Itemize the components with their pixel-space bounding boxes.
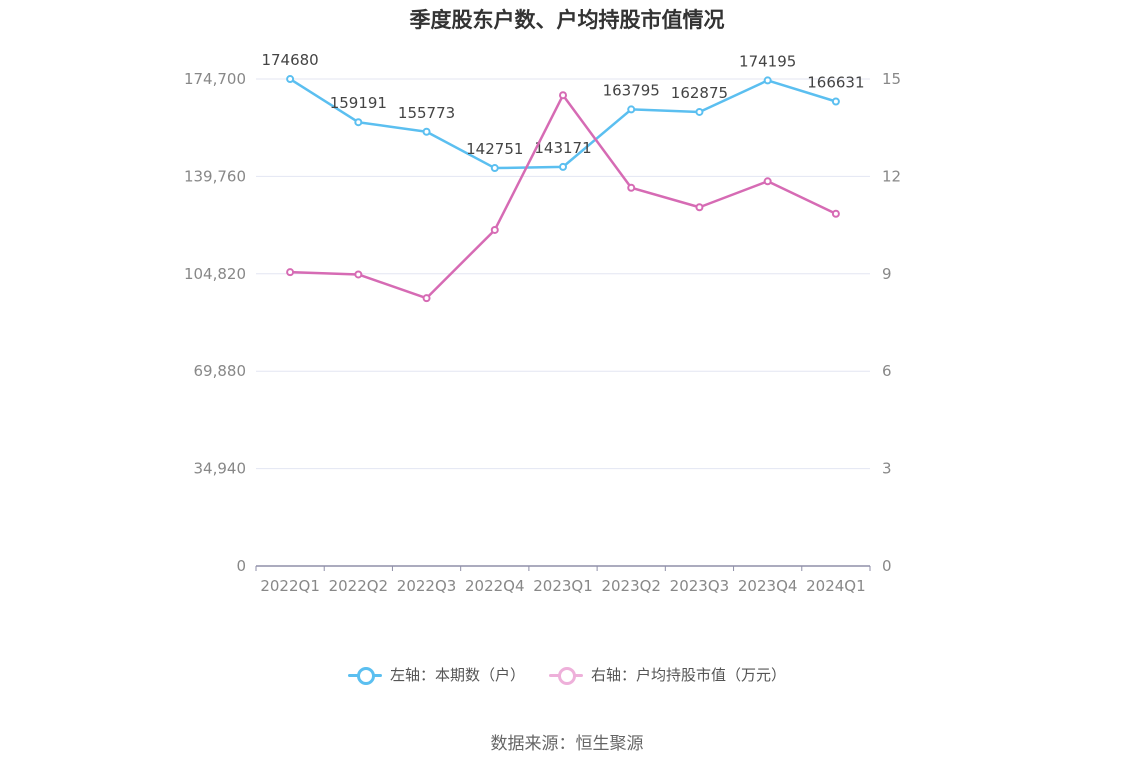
data-point-right bbox=[763, 177, 772, 186]
data-source: 数据来源：恒生聚源 bbox=[490, 734, 644, 754]
x-axis-tick-label: 2024Q1 bbox=[806, 577, 866, 595]
legend-label-left: 左轴：本期数（户） bbox=[389, 666, 525, 684]
left-axis-tick-label: 104,820 bbox=[184, 265, 246, 283]
data-point-left bbox=[490, 164, 499, 173]
legend-item-left[interactable]: 左轴：本期数（户） bbox=[347, 664, 525, 685]
data-point-left bbox=[627, 105, 636, 114]
chart-title: 季度股东户数、户均持股市值情况 bbox=[409, 8, 725, 32]
left-axis-tick-label: 174,700 bbox=[184, 70, 246, 88]
data-label: 166631 bbox=[807, 73, 864, 91]
data-point-left bbox=[695, 107, 704, 116]
left-axis-tick-label: 0 bbox=[236, 557, 246, 575]
data-point-left bbox=[831, 97, 840, 106]
legend-marker-left-icon bbox=[347, 666, 382, 685]
data-label: 162875 bbox=[671, 84, 728, 102]
data-point-right bbox=[354, 270, 363, 279]
x-axis-tick-label: 2022Q1 bbox=[260, 577, 320, 595]
right-axis-tick-label: 6 bbox=[882, 362, 892, 380]
data-label: 155773 bbox=[398, 104, 455, 122]
data-label: 174195 bbox=[739, 52, 796, 70]
x-axis-tick-label: 2022Q4 bbox=[465, 577, 525, 595]
right-axis-tick-label: 12 bbox=[882, 167, 901, 185]
data-point-right bbox=[422, 294, 431, 303]
data-point-left bbox=[763, 76, 772, 85]
left-axis-tick-label: 139,760 bbox=[184, 167, 246, 185]
data-point-right bbox=[286, 268, 295, 277]
data-point-right bbox=[831, 209, 840, 218]
data-label: 143171 bbox=[534, 139, 591, 157]
data-point-left bbox=[422, 127, 431, 136]
x-axis-tick-label: 2023Q3 bbox=[670, 577, 730, 595]
data-point-right bbox=[695, 203, 704, 212]
data-point-left bbox=[286, 75, 295, 84]
data-point-left bbox=[354, 118, 363, 127]
right-axis-tick-label: 9 bbox=[882, 265, 892, 283]
data-label: 163795 bbox=[603, 81, 660, 99]
left-axis-tick-label: 34,940 bbox=[194, 460, 247, 478]
left-axis-tick-label: 69,880 bbox=[194, 362, 247, 380]
x-axis-tick-label: 2022Q2 bbox=[329, 577, 389, 595]
data-label: 159191 bbox=[330, 94, 387, 112]
legend-label-right: 右轴：户均持股市值（万元） bbox=[591, 666, 787, 684]
x-axis-tick-label: 2023Q2 bbox=[601, 577, 661, 595]
series-line-right bbox=[290, 93, 837, 300]
right-axis-tick-label: 15 bbox=[882, 70, 901, 88]
data-label: 142751 bbox=[466, 140, 523, 158]
x-axis-tick-label: 2023Q4 bbox=[738, 577, 798, 595]
data-point-right bbox=[559, 91, 567, 100]
data-label: 174680 bbox=[261, 51, 318, 69]
x-axis-tick-label: 2023Q1 bbox=[533, 577, 593, 595]
legend-item-right[interactable]: 右轴：户均持股市值（万元） bbox=[549, 664, 786, 685]
x-axis-tick-label: 2022Q3 bbox=[397, 577, 457, 595]
data-point-right bbox=[627, 183, 636, 192]
data-point-left bbox=[559, 162, 567, 171]
right-axis-tick-label: 0 bbox=[882, 557, 892, 575]
legend-marker-right-icon bbox=[549, 666, 583, 685]
right-axis-tick-label: 3 bbox=[882, 460, 892, 478]
legend: 左轴：本期数（户） 右轴：户均持股市值（万元） bbox=[0, 664, 1134, 685]
data-point-right bbox=[490, 225, 499, 234]
